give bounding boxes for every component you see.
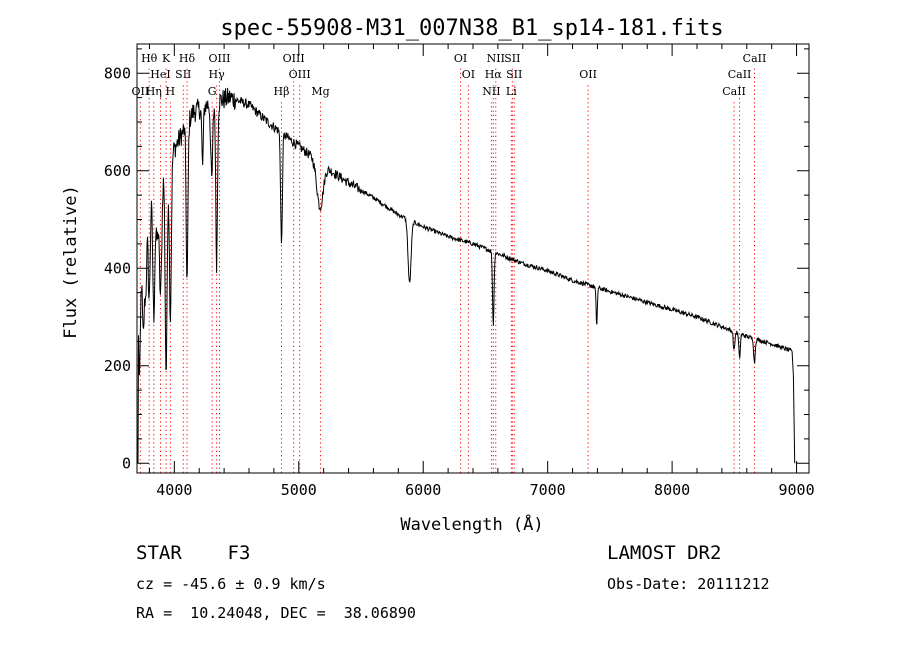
obs-date: Obs-Date: 20111212 [607, 575, 770, 593]
y-tick-label: 800 [104, 64, 131, 82]
line-label: OI [454, 52, 467, 65]
y-tick-label: 0 [122, 454, 131, 472]
x-axis-label: Wavelength (Å) [400, 513, 543, 535]
line-label: H [166, 85, 176, 98]
line-label: OIII [289, 68, 311, 81]
line-label: HeI [150, 68, 170, 81]
spectrum-line [137, 87, 796, 464]
y-tick-label: 200 [104, 357, 131, 375]
line-label: OII [579, 68, 597, 81]
spectrum [137, 87, 796, 464]
y-axis-label: Flux (relative) [61, 185, 81, 339]
y-tick-label: 600 [104, 162, 131, 180]
plot-frame [136, 43, 810, 474]
line-label: CaII [743, 52, 767, 65]
x-tick-label: 4000 [156, 481, 192, 499]
line-label: Hθ [141, 52, 158, 65]
line-label: OIII [208, 52, 230, 65]
line-label: SII [504, 52, 520, 65]
line-label: OI [462, 68, 475, 81]
survey-name: LAMOST DR2 [607, 542, 722, 564]
line-label: Hη [146, 85, 162, 98]
line-label: OIII [283, 52, 305, 65]
line-label: Hγ [209, 68, 226, 81]
line-label: Mg [311, 85, 329, 98]
line-label: NII [482, 85, 500, 98]
x-tick-label: 7000 [530, 481, 566, 499]
coordinates: RA = 10.24048, DEC = 38.06890 [136, 604, 416, 622]
line-label: Hδ [179, 52, 196, 65]
cz-value: cz = -45.6 ± 0.9 km/s [136, 575, 326, 593]
star-class: STAR F3 [136, 542, 251, 564]
line-label: SII [506, 68, 522, 81]
line-markers [139, 68, 755, 473]
y-tick-label: 400 [104, 259, 131, 277]
line-label: CaII [722, 85, 746, 98]
x-tick-label: 5000 [281, 481, 317, 499]
chart-title: spec-55908-M31_007N38_B1_sp14-181.fits [220, 16, 723, 41]
line-label: G [208, 85, 217, 98]
line-label: K [162, 52, 171, 65]
line-label: NII [487, 52, 505, 65]
line-label: OII [132, 85, 150, 98]
line-label: CaII [728, 68, 752, 81]
x-tick-label: 6000 [405, 481, 441, 499]
x-tick-label: 8000 [654, 481, 690, 499]
axes: 4000 5000 6000 7000 8000 9000 0 200 400 600 800 [104, 43, 815, 499]
line-label: Hα [485, 68, 503, 81]
line-label: SII [175, 68, 191, 81]
line-label: Li [506, 85, 517, 98]
line-label: Hβ [274, 85, 290, 98]
x-tick-label: 9000 [778, 481, 814, 499]
